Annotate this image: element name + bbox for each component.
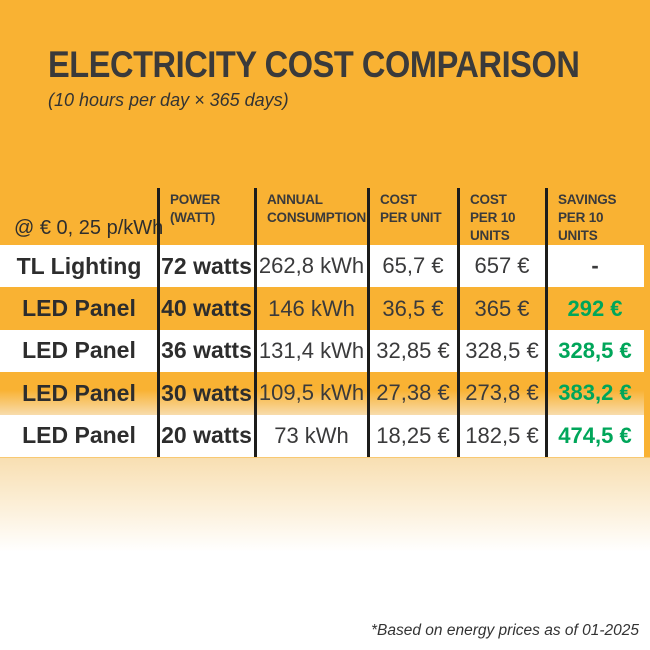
table-row: LED Panel 36 watts 131,4 kWh 32,85 € 328… bbox=[0, 329, 644, 373]
table-header-row: @ € 0, 25 p/kWh POWER (WATT) ANNUAL CONS… bbox=[0, 188, 650, 245]
power-value: 36 watts bbox=[161, 337, 252, 364]
table-body: TL Lighting 72 watts 262,8 kWh 65,7 € 65… bbox=[0, 245, 650, 457]
page-title: ELECTRICITY COST COMPARISON bbox=[48, 44, 580, 85]
cost-per-unit-value: 65,7 € bbox=[382, 253, 444, 279]
column-divider bbox=[456, 188, 460, 457]
annual-consumption-value: 146 kWh bbox=[268, 295, 355, 321]
cost-per-10-units-value: 365 € bbox=[474, 295, 530, 321]
cost-per-10-units-value: 328,5 € bbox=[465, 337, 539, 363]
page-subtitle: (10 hours per day × 365 days) bbox=[48, 90, 289, 110]
savings-per-10-units-value: 292 € bbox=[567, 295, 623, 321]
power-value: 40 watts bbox=[161, 295, 252, 322]
col-header-cost-per-unit: COST PER UNIT bbox=[380, 192, 442, 225]
power-value: 20 watts bbox=[161, 422, 252, 449]
product-name: LED Panel bbox=[22, 422, 136, 449]
annual-consumption-value: 262,8 kWh bbox=[258, 253, 365, 279]
savings-per-10-units-value: - bbox=[591, 253, 599, 279]
column-divider bbox=[253, 188, 257, 457]
product-name: LED Panel bbox=[22, 337, 136, 364]
footnote: *Based on energy prices as of 01-2025 bbox=[371, 622, 639, 639]
table-row: LED Panel 20 watts 73 kWh 18,25 € 182,5 … bbox=[0, 414, 644, 457]
cost-per-unit-value: 18,25 € bbox=[376, 422, 450, 448]
power-value: 30 watts bbox=[161, 379, 252, 406]
savings-per-10-units-value: 383,2 € bbox=[558, 380, 632, 406]
cost-per-unit-value: 27,38 € bbox=[376, 380, 450, 406]
savings-per-10-units-value: 474,5 € bbox=[558, 422, 632, 448]
col-header-power: POWER (WATT) bbox=[170, 192, 221, 225]
rate-assumption-label: @ € 0, 25 p/kWh bbox=[14, 217, 164, 239]
cost-per-unit-value: 36,5 € bbox=[382, 295, 444, 321]
col-header-annual-consumption: ANNUAL CONSUMPTION bbox=[267, 192, 367, 225]
product-name: LED Panel bbox=[22, 379, 136, 406]
table-row: TL Lighting 72 watts 262,8 kWh 65,7 € 65… bbox=[0, 245, 644, 288]
product-name: TL Lighting bbox=[16, 252, 142, 279]
table-row: LED Panel 30 watts 109,5 kWh 27,38 € 273… bbox=[0, 372, 644, 415]
savings-per-10-units-value: 328,5 € bbox=[558, 337, 632, 363]
table-row: LED Panel 40 watts 146 kWh 36,5 € 365 € … bbox=[0, 287, 644, 330]
cost-per-10-units-value: 182,5 € bbox=[465, 422, 539, 448]
column-divider bbox=[366, 188, 370, 457]
col-header-savings-per-10-units: SAVINGS PER 10 UNITS bbox=[558, 192, 617, 243]
power-value: 72 watts bbox=[161, 252, 252, 279]
column-divider bbox=[544, 188, 548, 457]
col-header-cost-per-10-units: COST PER 10 UNITS bbox=[470, 192, 516, 243]
column-divider bbox=[156, 188, 160, 457]
annual-consumption-value: 131,4 kWh bbox=[258, 337, 365, 363]
annual-consumption-value: 109,5 kWh bbox=[258, 380, 365, 406]
cost-per-10-units-value: 657 € bbox=[474, 253, 530, 279]
cost-per-10-units-value: 273,8 € bbox=[465, 380, 539, 406]
product-name: LED Panel bbox=[22, 295, 136, 322]
annual-consumption-value: 73 kWh bbox=[274, 422, 349, 448]
cost-per-unit-value: 32,85 € bbox=[376, 337, 450, 363]
